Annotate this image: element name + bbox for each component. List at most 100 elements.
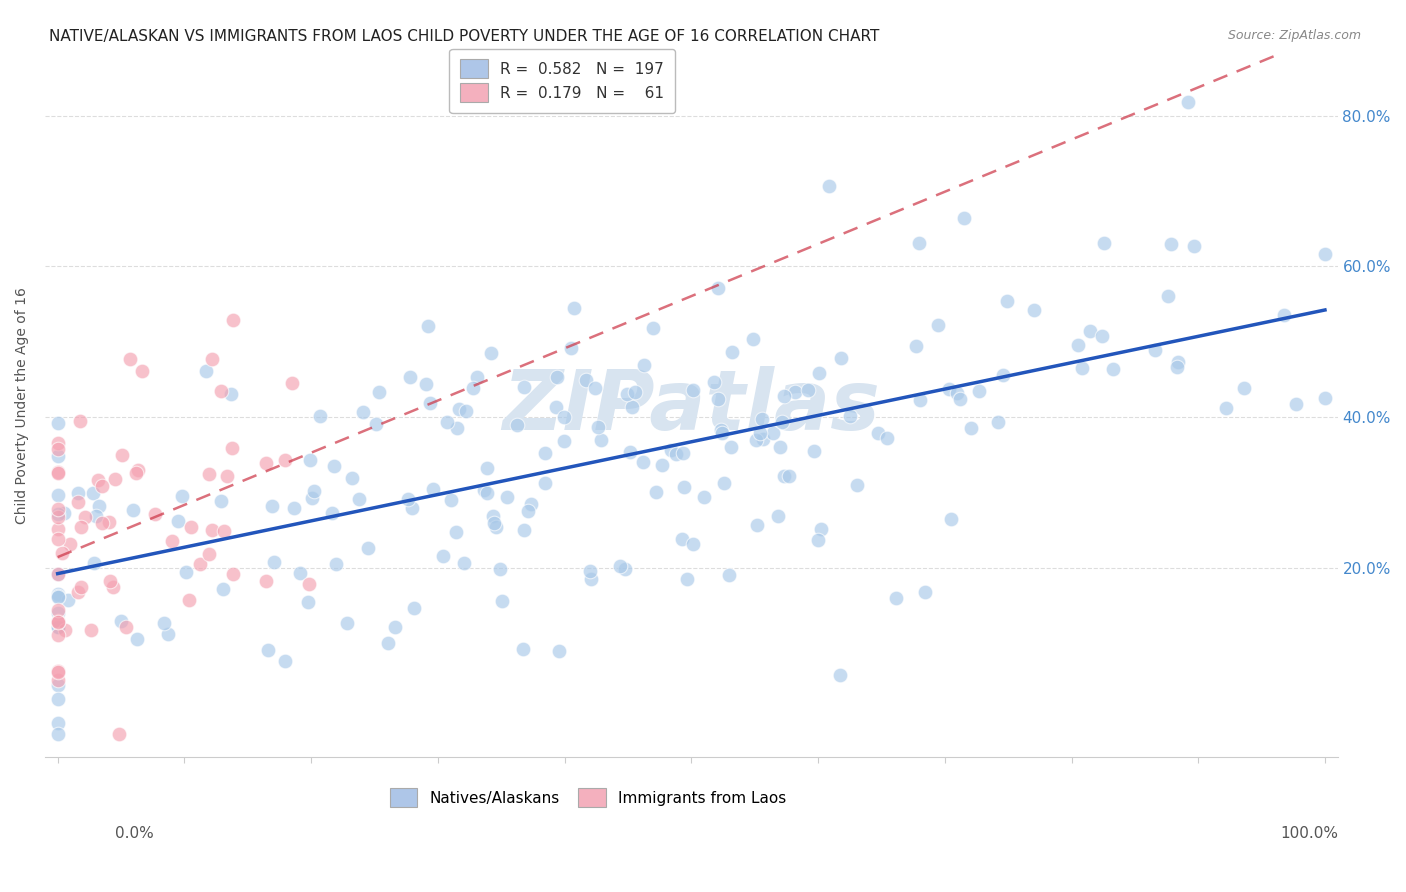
Point (1177, 95, 1199, 109)
Point (399, 369, 422, 384)
Point (1182, 239, 1205, 253)
Point (197, 467, 219, 481)
Point (1313, 246, 1336, 260)
Point (46, 620, 69, 634)
Point (104, 472, 127, 486)
Point (748, 426, 770, 441)
Point (553, 410, 575, 425)
Point (131, 364, 153, 378)
Point (803, 444, 825, 458)
Point (103, 580, 125, 594)
Point (772, 469, 794, 483)
Point (352, 405, 374, 419)
Point (491, 594, 513, 608)
Point (579, 572, 602, 586)
Point (533, 475, 555, 490)
Point (1067, 338, 1090, 352)
Point (613, 562, 636, 576)
Point (219, 387, 242, 401)
Point (46, 502, 69, 516)
Point (651, 458, 673, 472)
Point (283, 500, 305, 515)
Point (125, 632, 148, 646)
Point (692, 490, 714, 504)
Point (682, 383, 704, 397)
Point (110, 614, 132, 628)
Point (87, 499, 110, 513)
Point (609, 558, 631, 573)
Point (659, 442, 682, 457)
Point (436, 415, 458, 429)
Point (461, 381, 484, 395)
Point (167, 514, 190, 528)
Point (987, 415, 1010, 429)
Point (770, 415, 793, 429)
Point (1157, 289, 1180, 303)
Point (446, 421, 468, 435)
Point (367, 385, 389, 400)
Point (512, 642, 534, 657)
Point (143, 507, 166, 521)
Point (46, 614, 69, 628)
Point (396, 492, 419, 507)
Point (66, 486, 89, 500)
Point (254, 574, 277, 588)
Point (553, 434, 575, 448)
Point (769, 440, 792, 454)
Point (472, 483, 495, 497)
Point (46, 510, 69, 524)
Point (544, 401, 567, 415)
Point (810, 522, 832, 536)
Point (785, 385, 807, 400)
Point (707, 281, 730, 295)
Point (336, 615, 359, 630)
Point (453, 557, 475, 571)
Point (274, 655, 297, 669)
Point (212, 524, 235, 538)
Point (838, 409, 860, 423)
Point (222, 566, 245, 581)
Point (84, 508, 107, 523)
Point (914, 585, 936, 599)
Point (281, 376, 304, 390)
Point (46, 522, 69, 536)
Point (201, 523, 224, 537)
Point (46, 673, 69, 687)
Point (46, 620, 69, 634)
Point (969, 384, 991, 398)
Point (564, 301, 586, 316)
Point (482, 508, 505, 523)
Point (357, 541, 380, 555)
Point (952, 211, 974, 225)
Point (46, 607, 69, 621)
Point (127, 462, 149, 476)
Point (98, 574, 121, 588)
Point (718, 567, 741, 582)
Point (995, 293, 1018, 308)
Point (633, 359, 655, 373)
Point (706, 392, 728, 406)
Point (991, 368, 1014, 382)
Point (876, 431, 898, 445)
Point (69, 520, 91, 534)
Point (745, 433, 768, 447)
Point (941, 512, 963, 526)
Point (1313, 391, 1336, 405)
Point (55, 623, 77, 637)
Point (46, 416, 69, 430)
Point (349, 492, 371, 507)
Point (447, 401, 470, 416)
Point (67, 494, 90, 508)
Point (46, 691, 69, 706)
Point (46, 488, 69, 502)
Point (762, 426, 785, 441)
Point (260, 499, 283, 513)
Point (59, 537, 82, 551)
Point (83, 556, 105, 570)
Point (806, 533, 828, 547)
Point (46, 716, 69, 731)
Point (75, 510, 97, 524)
Point (301, 491, 323, 506)
Point (623, 385, 645, 400)
Point (454, 403, 477, 417)
